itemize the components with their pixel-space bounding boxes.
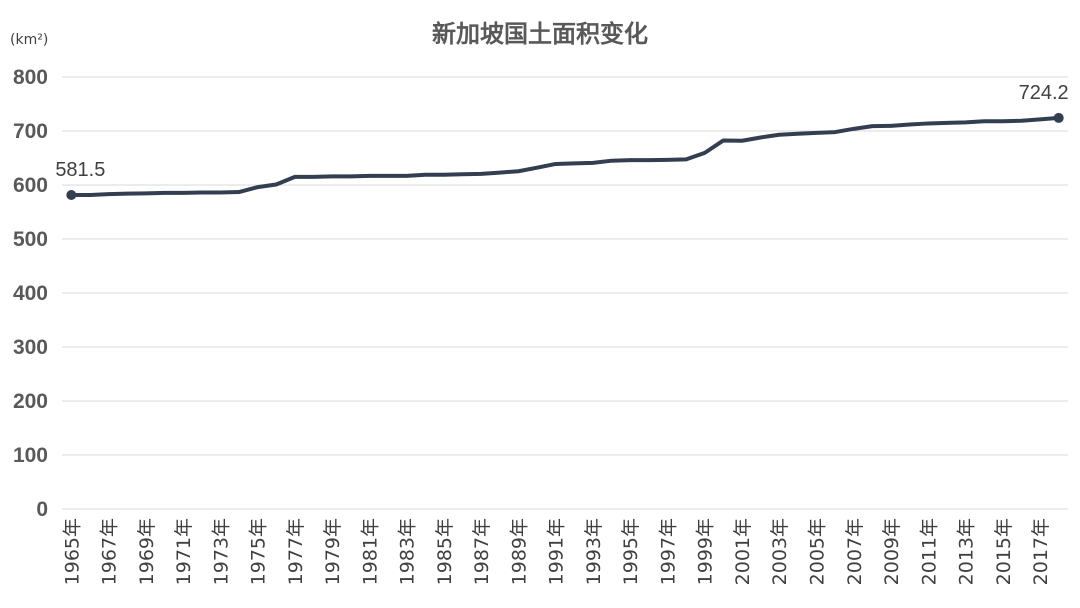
data-label: 581.5 xyxy=(55,159,105,181)
x-tick-label: 2009年 xyxy=(881,518,903,585)
x-tick-label: 1981年 xyxy=(359,518,381,585)
y-tick-label: 0 xyxy=(36,498,48,521)
y-tick-label: 100 xyxy=(13,444,48,467)
y-axis-tick-labels: 0 100 200 300 400 500 600 700 800 xyxy=(13,66,48,521)
x-tick-label: 1995年 xyxy=(620,518,642,585)
x-tick-label: 1965年 xyxy=(61,518,83,585)
y-tick-label: 700 xyxy=(13,120,48,143)
x-tick-label: 1987年 xyxy=(471,518,493,585)
x-tick-label: 1997年 xyxy=(657,518,679,585)
y-tick-label: 200 xyxy=(13,390,48,413)
x-axis-tick-labels: 1965年 1967年 1969年 1971年 1973年 1975年 1977年 1979年… xyxy=(61,518,1052,585)
x-tick-label: 2011年 xyxy=(918,518,940,585)
x-tick-label: 1999年 xyxy=(695,518,717,585)
x-tick-label: 1971年 xyxy=(173,518,195,585)
x-tick-label: 1985年 xyxy=(434,518,456,585)
y-tick-label: 500 xyxy=(13,228,48,251)
x-tick-label: 2013年 xyxy=(956,518,978,585)
y-axis-unit-label: (km²) xyxy=(10,32,48,48)
x-tick-label: 2001年 xyxy=(732,518,754,585)
x-tick-label: 2005年 xyxy=(807,518,829,585)
x-tick-label: 1993年 xyxy=(583,518,605,585)
x-tick-label: 1969年 xyxy=(136,518,158,585)
x-tick-label: 1967年 xyxy=(99,518,121,585)
x-tick-label: 1977年 xyxy=(285,518,307,585)
y-tick-label: 600 xyxy=(13,174,48,197)
gridlines xyxy=(62,76,1068,510)
data-point-1965年 xyxy=(66,189,77,200)
y-tick-label: 300 xyxy=(13,336,48,359)
x-tick-label: 2003年 xyxy=(769,518,791,585)
data-label: 724.2 xyxy=(1019,82,1069,104)
data-labels: 581.5 724.2 xyxy=(55,82,1068,181)
x-tick-label: 2017年 xyxy=(1030,518,1052,585)
x-tick-label: 1975年 xyxy=(248,518,270,585)
series-line xyxy=(69,115,1061,197)
y-tick-label: 800 xyxy=(13,66,48,89)
x-tick-label: 1991年 xyxy=(546,518,568,585)
x-tick-label: 1973年 xyxy=(210,518,232,585)
x-tick-label: 2015年 xyxy=(993,518,1015,585)
x-tick-label: 1979年 xyxy=(322,518,344,585)
series-layer xyxy=(66,112,1064,200)
data-point-2018年 xyxy=(1053,112,1064,123)
x-tick-label: 1989年 xyxy=(508,518,530,585)
chart-title: 新加坡国土面积变化 xyxy=(432,20,648,48)
x-tick-label: 1983年 xyxy=(397,518,419,585)
y-tick-label: 400 xyxy=(13,282,48,305)
x-tick-label: 2007年 xyxy=(844,518,866,585)
